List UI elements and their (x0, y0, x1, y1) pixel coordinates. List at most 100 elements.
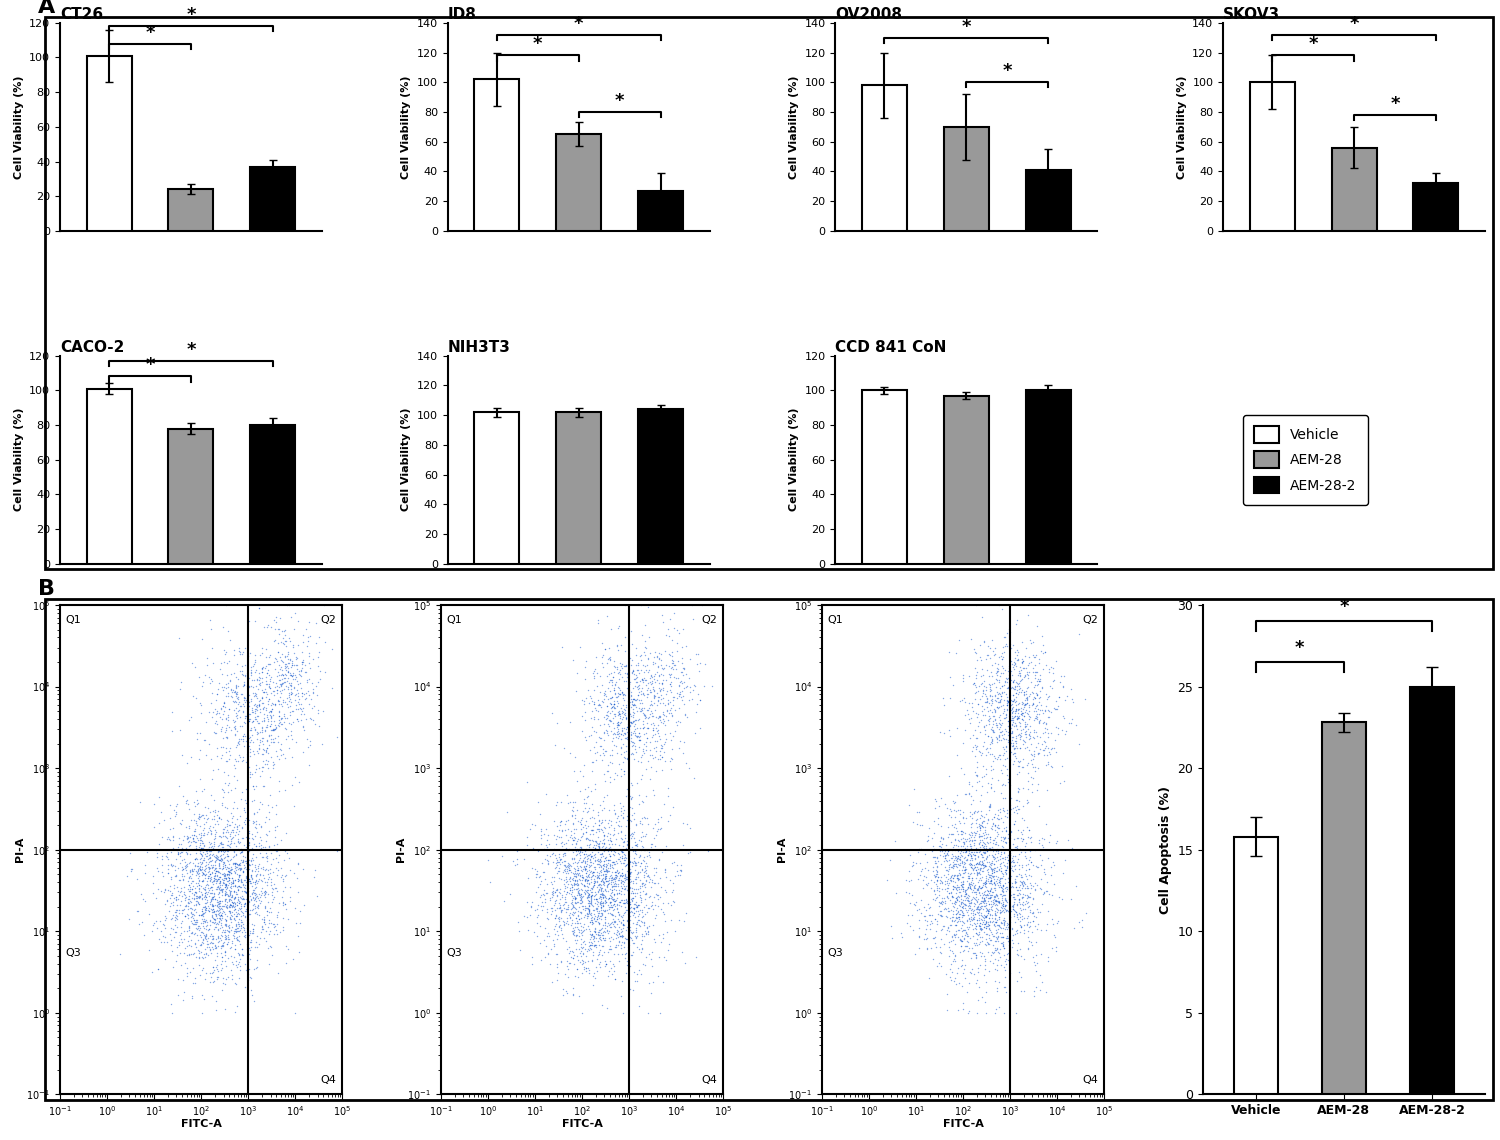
Point (975, 907, 999, 926)
Point (972, 848, 996, 866)
Point (251, 763, 274, 781)
Point (633, 676, 657, 694)
Point (990, 677, 1014, 695)
Point (999, 857, 1023, 876)
Point (994, 801, 1018, 820)
Point (1020, 904, 1044, 922)
Point (568, 891, 592, 910)
Point (958, 819, 982, 837)
Point (1002, 744, 1026, 763)
Point (968, 943, 992, 961)
Point (970, 988, 994, 1007)
Point (990, 849, 1014, 868)
Point (1010, 918, 1034, 936)
Bar (1410, 686, 1454, 1094)
Point (598, 670, 622, 689)
Point (592, 826, 616, 845)
Point (190, 864, 214, 882)
Point (1030, 701, 1054, 719)
Point (254, 832, 278, 850)
Point (657, 620, 681, 638)
Point (1000, 897, 1024, 915)
Point (568, 849, 592, 868)
Point (585, 902, 609, 920)
Point (986, 670, 1010, 689)
Point (993, 674, 1017, 692)
Point (255, 884, 279, 902)
Point (255, 718, 279, 736)
Point (966, 864, 990, 882)
Point (186, 861, 210, 879)
Point (543, 882, 567, 901)
Point (628, 814, 652, 832)
Point (190, 886, 214, 904)
Point (177, 877, 201, 895)
Point (602, 663, 625, 682)
Point (220, 887, 245, 905)
Point (590, 838, 613, 856)
Point (993, 833, 1017, 852)
Point (226, 695, 251, 714)
Point (1014, 879, 1038, 897)
Point (964, 819, 988, 837)
Point (966, 877, 990, 895)
Point (960, 698, 984, 716)
Point (909, 854, 933, 872)
Point (987, 820, 1011, 838)
Point (604, 914, 628, 933)
Point (219, 863, 243, 881)
Point (274, 866, 298, 885)
Point (636, 660, 660, 678)
Point (204, 852, 228, 870)
Point (964, 893, 988, 911)
Point (266, 620, 290, 638)
Point (580, 913, 604, 931)
Point (976, 895, 1000, 913)
Point (628, 726, 652, 744)
Point (636, 708, 660, 726)
Point (598, 838, 622, 856)
Point (616, 681, 640, 699)
Point (958, 807, 982, 825)
Point (606, 684, 630, 702)
Point (950, 846, 974, 864)
Point (936, 870, 960, 888)
Point (975, 869, 999, 887)
Point (632, 917, 656, 935)
Point (568, 921, 592, 939)
Point (256, 743, 280, 762)
Point (268, 675, 292, 693)
Point (231, 853, 255, 871)
Point (217, 896, 242, 914)
Point (213, 878, 237, 896)
Point (1004, 872, 1028, 890)
Point (1010, 879, 1034, 897)
Point (1040, 740, 1064, 758)
Point (1005, 709, 1029, 727)
Point (604, 936, 628, 954)
Point (621, 700, 645, 718)
Point (240, 884, 264, 902)
Point (668, 683, 692, 701)
Point (982, 723, 1006, 741)
Point (1016, 870, 1040, 888)
Point (1026, 914, 1050, 933)
Point (627, 679, 651, 698)
Point (978, 828, 1002, 846)
Point (214, 666, 238, 684)
Point (548, 896, 572, 914)
Point (1002, 652, 1026, 670)
Point (974, 930, 998, 948)
Point (544, 830, 568, 848)
Point (217, 902, 242, 920)
Point (951, 829, 975, 847)
Point (267, 666, 291, 684)
Point (658, 911, 682, 929)
Point (632, 717, 656, 735)
Point (1023, 982, 1047, 1000)
Point (1041, 853, 1065, 871)
Point (170, 923, 194, 942)
Point (231, 846, 255, 864)
Point (544, 714, 568, 732)
Point (960, 776, 984, 795)
